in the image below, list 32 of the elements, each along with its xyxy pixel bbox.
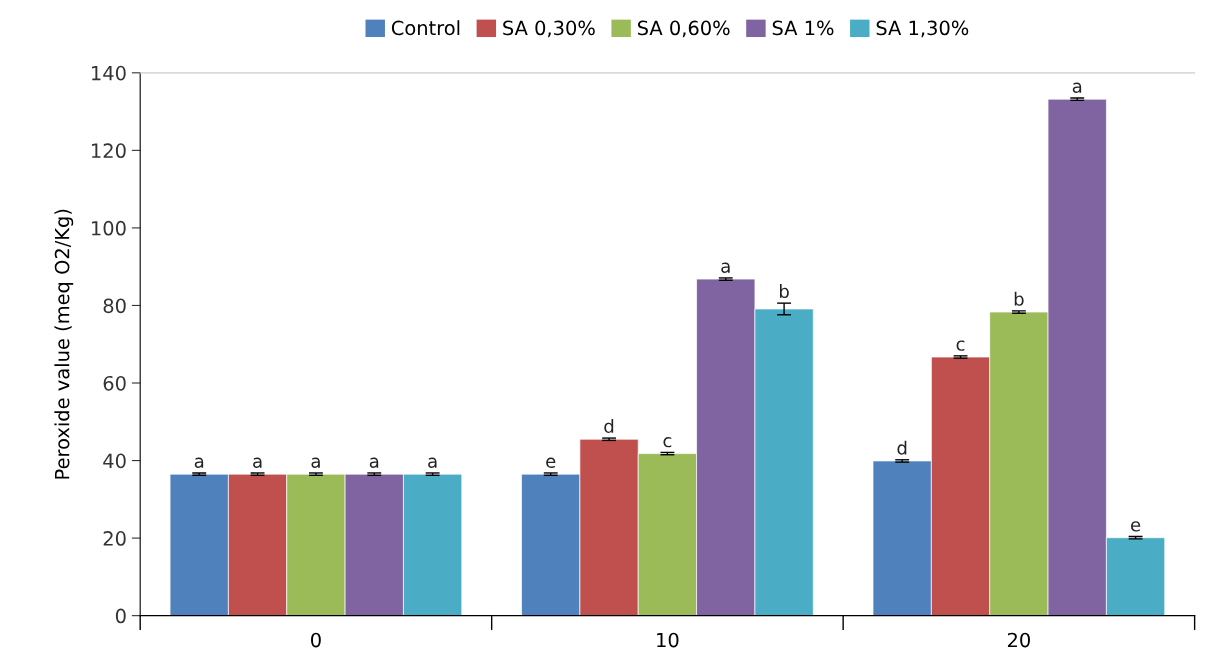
legend-label: SA 1,30% [876, 20, 969, 38]
y-tick-label: 120 [92, 143, 126, 159]
y-tick-label: 80 [103, 298, 126, 314]
data-label: a [1072, 82, 1082, 93]
data-label: d [897, 440, 907, 455]
legend-label: SA 0,60% [637, 20, 730, 38]
y-tick-label: 140 [92, 65, 126, 81]
legend-label: Control [391, 20, 460, 36]
y-tick-label: 100 [92, 220, 126, 236]
data-label: e [1131, 521, 1141, 532]
data-label: b [1014, 291, 1024, 306]
data-label: a [311, 457, 320, 468]
y-axis-title: Peroxide value (meq O2/Kg) [54, 209, 74, 479]
data-label: a [428, 457, 437, 468]
y-tick-label: 20 [103, 531, 126, 546]
y-tick-label: 40 [103, 453, 126, 469]
x-tick-label: 0 [311, 632, 321, 648]
x-tick-label: 10 [657, 632, 679, 648]
data-label: c [956, 340, 965, 351]
data-label: a [721, 262, 730, 273]
legend-label: SA 0,30% [503, 20, 595, 38]
y-tick-label: 0 [115, 608, 126, 624]
x-tick-label: 20 [1007, 632, 1030, 648]
data-label: a [194, 457, 204, 468]
legend-label: SA 1% [772, 20, 834, 36]
data-label: e [546, 457, 556, 468]
data-label: a [369, 457, 379, 468]
data-label: d [604, 419, 614, 434]
data-label: c [663, 437, 672, 448]
y-tick-label: 60 [103, 375, 126, 391]
data-label: a [253, 457, 262, 468]
data-label: b [780, 284, 789, 299]
